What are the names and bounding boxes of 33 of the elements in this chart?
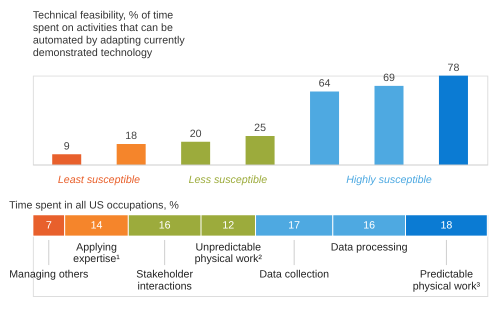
bar: [246, 136, 275, 165]
bar: [310, 92, 340, 165]
data-label: 7: [46, 219, 52, 232]
chart-title: Technical feasibility, % of time spent on activities that can be automated by adapting currently demonstrated technology: [32, 10, 186, 60]
text: Least susceptible: [58, 174, 140, 186]
data-label: 78: [448, 62, 460, 74]
data-label: 64: [318, 78, 331, 90]
bar: [116, 144, 146, 165]
bar: [374, 86, 404, 165]
text: Stakeholder interactions: [136, 268, 194, 292]
bar: [181, 142, 210, 165]
data-label: 18: [125, 130, 138, 142]
data-label: 16: [158, 219, 171, 232]
data-label: 18: [440, 219, 452, 232]
data-label: 25: [254, 122, 266, 134]
text: Highly susceptible: [346, 174, 432, 186]
series-label: Applying expertise¹: [73, 242, 120, 266]
bar: [52, 154, 82, 165]
data-label: 9: [64, 140, 70, 152]
series-label: Unpredictable physical work²: [194, 242, 262, 266]
text: Managing others: [9, 268, 88, 281]
data-label: 69: [383, 72, 395, 84]
data-label: 20: [190, 128, 202, 140]
text: Data collection: [259, 268, 330, 281]
series-label: Data processing: [330, 242, 408, 254]
chart-title: Time spent in all US occupations, %: [9, 200, 180, 212]
data-label: 17: [288, 219, 300, 232]
text: Less susceptible: [188, 174, 268, 186]
data-label: 16: [363, 219, 376, 232]
data-label: 12: [222, 219, 234, 232]
data-label: 14: [90, 219, 102, 232]
text: Predictable physical work³: [412, 268, 481, 292]
bar: [438, 76, 468, 165]
